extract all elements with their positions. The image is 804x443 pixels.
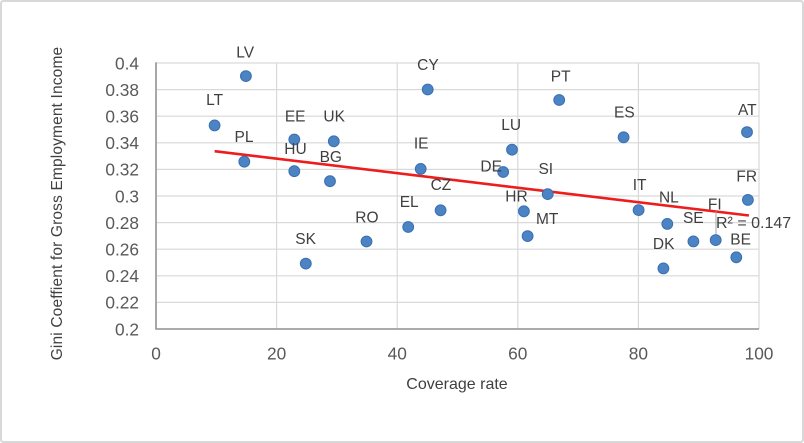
svg-text:0.22: 0.22: [105, 293, 139, 313]
svg-text:HR: HR: [505, 189, 527, 206]
svg-text:20: 20: [267, 344, 286, 364]
svg-text:LT: LT: [206, 92, 223, 109]
svg-text:0: 0: [151, 344, 161, 364]
svg-text:FR: FR: [736, 168, 757, 185]
svg-text:0.28: 0.28: [105, 213, 139, 233]
svg-text:R² = 0.147: R² = 0.147: [716, 215, 791, 232]
svg-text:0.2: 0.2: [115, 319, 139, 339]
svg-text:Coverage rate: Coverage rate: [406, 376, 507, 393]
svg-text:SI: SI: [538, 161, 553, 178]
svg-text:BG: BG: [320, 149, 342, 166]
svg-text:BE: BE: [730, 232, 751, 249]
svg-text:PL: PL: [235, 129, 254, 146]
svg-text:NL: NL: [659, 190, 679, 207]
svg-text:EL: EL: [400, 194, 419, 211]
svg-text:0.36: 0.36: [105, 107, 139, 127]
svg-text:CY: CY: [417, 57, 439, 74]
svg-text:0.32: 0.32: [105, 160, 139, 180]
svg-text:40: 40: [388, 344, 407, 364]
svg-text:0.34: 0.34: [105, 133, 139, 153]
svg-text:IT: IT: [633, 177, 647, 194]
svg-text:PT: PT: [551, 68, 571, 85]
svg-text:SE: SE: [683, 210, 704, 227]
svg-text:LU: LU: [501, 117, 521, 134]
svg-text:FI: FI: [708, 196, 722, 213]
svg-text:DK: DK: [653, 236, 675, 253]
svg-text:IE: IE: [414, 136, 429, 153]
svg-text:0.26: 0.26: [105, 240, 139, 260]
svg-text:EE: EE: [285, 109, 306, 126]
svg-text:SK: SK: [295, 231, 316, 248]
svg-text:HU: HU: [284, 141, 306, 158]
svg-text:RO: RO: [355, 210, 378, 227]
svg-text:UK: UK: [323, 109, 345, 126]
svg-text:LV: LV: [236, 44, 254, 61]
svg-text:MT: MT: [536, 211, 559, 228]
svg-text:AT: AT: [738, 102, 757, 119]
svg-text:Gini Coeffient for Gross Empl: Gini Coeffient for Gross Employment Inco…: [49, 47, 66, 361]
svg-text:0.24: 0.24: [105, 266, 139, 286]
svg-text:CZ: CZ: [431, 177, 452, 194]
svg-text:0.3: 0.3: [115, 186, 139, 206]
svg-text:100: 100: [745, 344, 774, 364]
svg-text:ES: ES: [614, 104, 635, 121]
svg-text:0.38: 0.38: [105, 80, 139, 100]
svg-text:60: 60: [508, 344, 527, 364]
svg-text:80: 80: [629, 344, 648, 364]
svg-text:DE: DE: [480, 159, 502, 176]
svg-text:0.4: 0.4: [115, 53, 139, 73]
